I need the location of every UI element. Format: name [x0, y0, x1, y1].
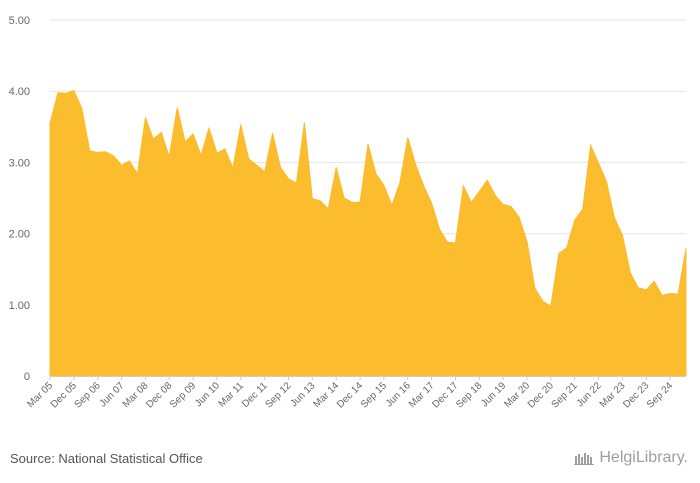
x-tick-label: Sep 24: [645, 380, 675, 410]
library-shelves-icon: [574, 453, 595, 465]
y-tick-label: 1.00: [9, 300, 30, 312]
x-tick-label: Sep 18: [454, 380, 484, 410]
helgilibrary-logo: HelgiLibrary.: [574, 449, 688, 467]
area-fill: [49, 89, 687, 377]
y-tick-label: 0: [24, 371, 30, 383]
y-tick-label: 2.00: [9, 229, 30, 241]
logo-text: HelgiLibrary.: [599, 449, 688, 466]
x-tick-label: Sep 15: [359, 380, 389, 410]
x-tick-label: Sep 12: [263, 380, 293, 410]
y-tick-label: 4.00: [9, 86, 30, 98]
x-tick-label: Sep 09: [168, 380, 198, 410]
y-axis: 0 1.00 2.00 3.00 4.00 5.00: [9, 15, 30, 383]
y-tick-label: 3.00: [9, 157, 30, 169]
x-tick-label: Sep 06: [73, 380, 103, 410]
source-note: Source: National Statistical Office: [10, 451, 203, 466]
y-tick-label: 5.00: [9, 15, 30, 27]
x-tick-label: Jun 10: [193, 380, 222, 409]
x-tick-label: Sep 21: [550, 380, 580, 410]
series-area: [49, 89, 687, 377]
